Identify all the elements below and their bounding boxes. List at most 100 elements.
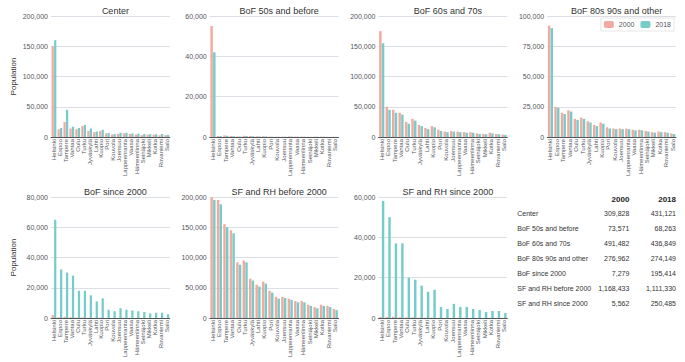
svg-text:Seinäjoki: Seinäjoki [644, 139, 650, 163]
svg-text:73,571: 73,571 [608, 225, 630, 232]
svg-text:SF and RH since 2000: SF and RH since 2000 [403, 187, 494, 197]
svg-text:BoF 60s and 70s: BoF 60s and 70s [414, 6, 483, 16]
svg-text:Salo: Salo [501, 138, 507, 151]
svg-text:Center: Center [102, 6, 129, 16]
svg-text:50,000: 50,000 [354, 103, 376, 110]
svg-text:Jyväskylä: Jyväskylä [417, 319, 423, 346]
svg-text:Lappeenranta: Lappeenranta [287, 319, 293, 357]
svg-text:Vantaa: Vantaa [229, 319, 235, 338]
svg-text:60,000: 60,000 [27, 224, 49, 231]
svg-text:1,111,330: 1,111,330 [646, 285, 676, 292]
svg-text:Espoo: Espoo [554, 138, 560, 156]
svg-text:Mikkeli: Mikkeli [650, 139, 656, 157]
svg-text:BoF since 2000: BoF since 2000 [517, 270, 566, 277]
svg-text:80,000: 80,000 [27, 194, 49, 201]
svg-text:Rovaniemi: Rovaniemi [326, 139, 332, 167]
svg-text:Kotka: Kotka [319, 319, 325, 335]
svg-text:Kuopio: Kuopio [430, 138, 436, 157]
svg-text:Espoo: Espoo [216, 319, 222, 337]
svg-text:7,279: 7,279 [612, 270, 630, 277]
svg-text:276,962: 276,962 [604, 255, 629, 262]
svg-text:0: 0 [44, 134, 48, 141]
svg-text:40,000: 40,000 [354, 234, 376, 241]
svg-text:BoF 60s and 70s: BoF 60s and 70s [517, 240, 570, 247]
svg-text:SF and RH before 2000: SF and RH before 2000 [232, 187, 327, 197]
svg-text:Pori: Pori [437, 139, 443, 150]
svg-text:195,414: 195,414 [651, 270, 676, 277]
svg-text:Joensuu: Joensuu [450, 320, 456, 343]
svg-text:Helsinki: Helsinki [379, 320, 385, 341]
svg-text:436,849: 436,849 [651, 240, 676, 247]
svg-text:Tampere: Tampere [223, 319, 229, 343]
svg-text:2000: 2000 [619, 21, 635, 28]
svg-text:Turku: Turku [242, 320, 248, 335]
svg-text:Tampere: Tampere [223, 138, 229, 162]
svg-text:150,000: 150,000 [23, 43, 48, 50]
svg-text:Kouvola: Kouvola [443, 138, 449, 160]
svg-text:Espoo: Espoo [385, 138, 391, 156]
svg-text:Hämeenlinna: Hämeenlinna [638, 138, 644, 174]
svg-text:Vaasa: Vaasa [294, 138, 300, 155]
svg-text:Center: Center [517, 210, 539, 217]
svg-text:Kuopio: Kuopio [430, 319, 436, 338]
svg-text:Kuopio: Kuopio [599, 138, 605, 157]
svg-text:Mikkeli: Mikkeli [482, 139, 488, 157]
svg-text:Joensuu: Joensuu [281, 139, 287, 162]
svg-text:Salo: Salo [670, 138, 676, 151]
svg-text:20,000: 20,000 [354, 274, 376, 281]
svg-text:0: 0 [44, 315, 48, 322]
svg-text:SF and RH since 2000: SF and RH since 2000 [517, 300, 588, 307]
svg-text:BoF 80s 90s and other: BoF 80s 90s and other [571, 6, 662, 16]
svg-text:Joensuu: Joensuu [281, 320, 287, 343]
svg-text:60,000: 60,000 [185, 13, 207, 20]
svg-text:274,149: 274,149 [651, 255, 676, 262]
svg-text:Salo: Salo [332, 138, 338, 151]
svg-text:Kouvola: Kouvola [274, 319, 280, 341]
svg-text:40,000: 40,000 [185, 53, 207, 60]
svg-text:20,000: 20,000 [27, 284, 49, 291]
svg-text:Kuopio: Kuopio [261, 319, 267, 338]
svg-text:Helsinki: Helsinki [210, 139, 216, 160]
svg-text:Hämeenlinna: Hämeenlinna [469, 138, 475, 174]
svg-text:Oulu: Oulu [573, 139, 579, 152]
svg-text:Population: Population [9, 58, 18, 96]
svg-text:2018: 2018 [655, 21, 671, 28]
svg-text:Lahti: Lahti [593, 139, 599, 152]
svg-text:1,168,433: 1,168,433 [598, 285, 629, 292]
svg-text:309,828: 309,828 [604, 210, 629, 217]
svg-text:Rovaniemi: Rovaniemi [326, 320, 332, 348]
svg-text:Vaasa: Vaasa [631, 138, 637, 155]
svg-text:Pori: Pori [268, 320, 274, 331]
svg-text:Salo: Salo [164, 319, 170, 332]
svg-text:Kouvola: Kouvola [274, 138, 280, 160]
svg-text:68,263: 68,263 [655, 225, 677, 232]
svg-text:200,000: 200,000 [23, 13, 48, 20]
svg-text:BoF 80s 90s and other: BoF 80s 90s and other [517, 255, 588, 262]
svg-text:Jyväskylä: Jyväskylä [417, 138, 423, 165]
svg-text:Kotka: Kotka [657, 138, 663, 154]
svg-text:Seinäjoki: Seinäjoki [475, 320, 481, 344]
svg-text:Lappeenranta: Lappeenranta [456, 138, 462, 176]
svg-text:Oulu: Oulu [404, 320, 410, 333]
svg-text:Salo: Salo [501, 319, 507, 332]
svg-text:200,000: 200,000 [181, 194, 206, 201]
svg-text:Jyväskylä: Jyväskylä [249, 138, 255, 165]
svg-text:Jyväskylä: Jyväskylä [586, 138, 592, 165]
svg-text:Rovaniemi: Rovaniemi [663, 139, 669, 167]
svg-text:0: 0 [372, 315, 376, 322]
svg-text:Hämeenlinna: Hämeenlinna [300, 138, 306, 174]
svg-text:Hämeenlinna: Hämeenlinna [469, 319, 475, 355]
svg-text:40,000: 40,000 [27, 254, 49, 261]
svg-text:Kotka: Kotka [488, 319, 494, 335]
svg-text:Tampere: Tampere [560, 138, 566, 162]
svg-text:491,482: 491,482 [604, 240, 629, 247]
svg-text:2000: 2000 [612, 195, 630, 204]
svg-text:Kouvola: Kouvola [612, 138, 618, 160]
svg-text:Lahti: Lahti [424, 139, 430, 152]
svg-text:0: 0 [203, 134, 207, 141]
svg-text:Seinäjoki: Seinäjoki [307, 320, 313, 344]
svg-text:Kotka: Kotka [319, 138, 325, 154]
svg-text:431,121: 431,121 [651, 210, 676, 217]
svg-text:Turku: Turku [242, 139, 248, 154]
svg-text:Vantaa: Vantaa [567, 138, 573, 157]
